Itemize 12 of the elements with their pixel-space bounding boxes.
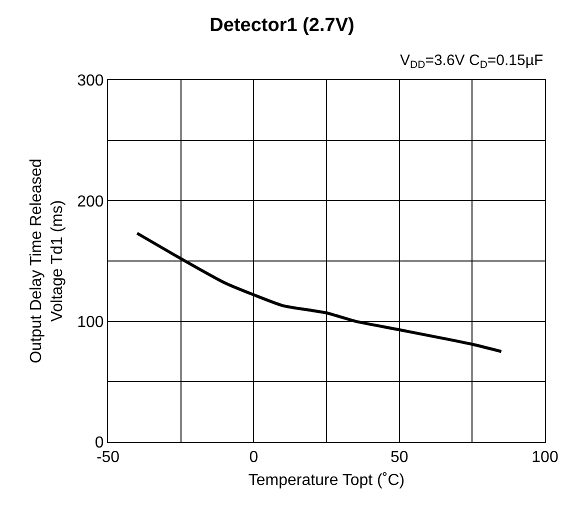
y-tick-label: 300 — [77, 72, 104, 90]
x-tick-label: 100 — [532, 449, 558, 466]
y-axis-title: Output Delay Time Released Voltage Td1 (ms) — [28, 158, 66, 364]
y-tick-label: 200 — [77, 193, 104, 210]
y-tick-label: 0 — [94, 434, 104, 452]
x-axis-title: Temperature Topt (˚C) — [248, 472, 405, 489]
x-tick-label: 50 — [390, 449, 408, 466]
chart-title: Detector1 (2.7V) — [210, 15, 354, 36]
chart-subtitle: V$_{DD}$=3.6V C$_{D}$=0.15µF — [400, 52, 544, 72]
y-tick-label: 100 — [77, 314, 104, 331]
x-tick-label: -50 — [96, 449, 120, 466]
x-tick-label: 0 — [249, 449, 258, 466]
